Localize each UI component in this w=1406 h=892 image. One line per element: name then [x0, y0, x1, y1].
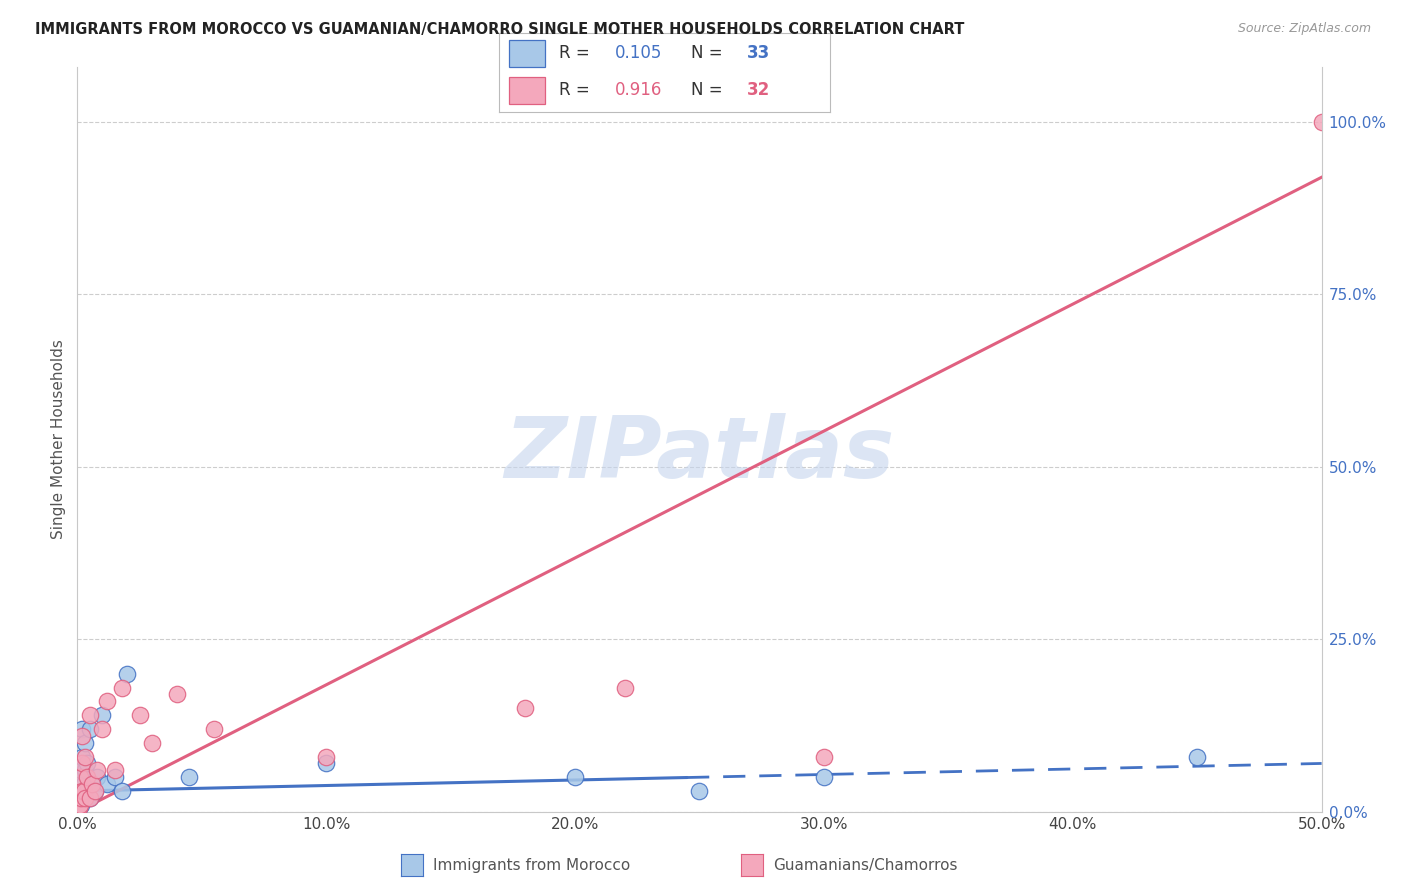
Point — [564, 770, 586, 784]
Point — [82, 777, 104, 791]
Point — [73, 749, 96, 764]
Text: 0.105: 0.105 — [614, 45, 662, 62]
Point — [72, 791, 94, 805]
Point — [72, 784, 94, 798]
Text: Immigrants from Morocco: Immigrants from Morocco — [433, 858, 630, 872]
Point — [72, 749, 94, 764]
Point — [76, 770, 98, 784]
Point — [1310, 115, 1333, 129]
Point — [69, 791, 91, 805]
Point — [813, 749, 835, 764]
Point — [67, 801, 90, 815]
Point — [82, 777, 104, 791]
Point — [91, 722, 114, 736]
Text: Source: ZipAtlas.com: Source: ZipAtlas.com — [1237, 22, 1371, 36]
Text: 0.916: 0.916 — [614, 81, 662, 99]
Point — [73, 791, 96, 805]
Point — [72, 756, 94, 771]
Point — [202, 722, 225, 736]
Point — [67, 797, 90, 812]
Point — [76, 756, 98, 771]
Point — [73, 764, 96, 778]
Point — [1187, 749, 1209, 764]
Point — [73, 736, 96, 750]
Point — [96, 694, 118, 708]
Point — [70, 764, 93, 778]
Point — [179, 770, 201, 784]
Point — [79, 722, 101, 736]
Point — [813, 770, 835, 784]
Point — [515, 701, 537, 715]
Point — [72, 722, 94, 736]
Text: IMMIGRANTS FROM MOROCCO VS GUAMANIAN/CHAMORRO SINGLE MOTHER HOUSEHOLDS CORRELATI: IMMIGRANTS FROM MOROCCO VS GUAMANIAN/CHA… — [35, 22, 965, 37]
Text: 32: 32 — [747, 81, 770, 99]
Point — [86, 764, 108, 778]
FancyBboxPatch shape — [509, 77, 546, 103]
Text: ZIPatlas: ZIPatlas — [505, 413, 894, 496]
Point — [70, 797, 93, 812]
Point — [79, 708, 101, 723]
Text: N =: N = — [690, 81, 728, 99]
Point — [86, 770, 108, 784]
Point — [69, 777, 91, 791]
Point — [76, 784, 98, 798]
Point — [91, 708, 114, 723]
Point — [72, 784, 94, 798]
Point — [79, 791, 101, 805]
Point — [72, 729, 94, 743]
Point — [66, 801, 89, 815]
Point — [70, 791, 93, 805]
Point — [689, 784, 711, 798]
Point — [104, 764, 127, 778]
Point — [315, 756, 337, 771]
Point — [115, 666, 138, 681]
Text: 33: 33 — [747, 45, 770, 62]
FancyBboxPatch shape — [509, 40, 546, 67]
Point — [79, 791, 101, 805]
Text: R =: R = — [558, 81, 595, 99]
Point — [104, 770, 127, 784]
Y-axis label: Single Mother Households: Single Mother Households — [51, 339, 66, 540]
Point — [66, 801, 89, 815]
Point — [111, 784, 134, 798]
Point — [96, 777, 118, 791]
Point — [73, 791, 96, 805]
Point — [166, 688, 188, 702]
Point — [67, 801, 90, 815]
Point — [83, 784, 105, 798]
Point — [111, 681, 134, 695]
Text: R =: R = — [558, 45, 595, 62]
Point — [67, 797, 90, 812]
Point — [69, 770, 91, 784]
Text: N =: N = — [690, 45, 728, 62]
Point — [72, 777, 94, 791]
Point — [141, 736, 163, 750]
Text: Guamanians/Chamorros: Guamanians/Chamorros — [773, 858, 957, 872]
Point — [69, 797, 91, 812]
Point — [128, 708, 150, 723]
Point — [69, 794, 91, 808]
Point — [69, 791, 91, 805]
Point — [83, 784, 105, 798]
Point — [613, 681, 636, 695]
Point — [315, 749, 337, 764]
